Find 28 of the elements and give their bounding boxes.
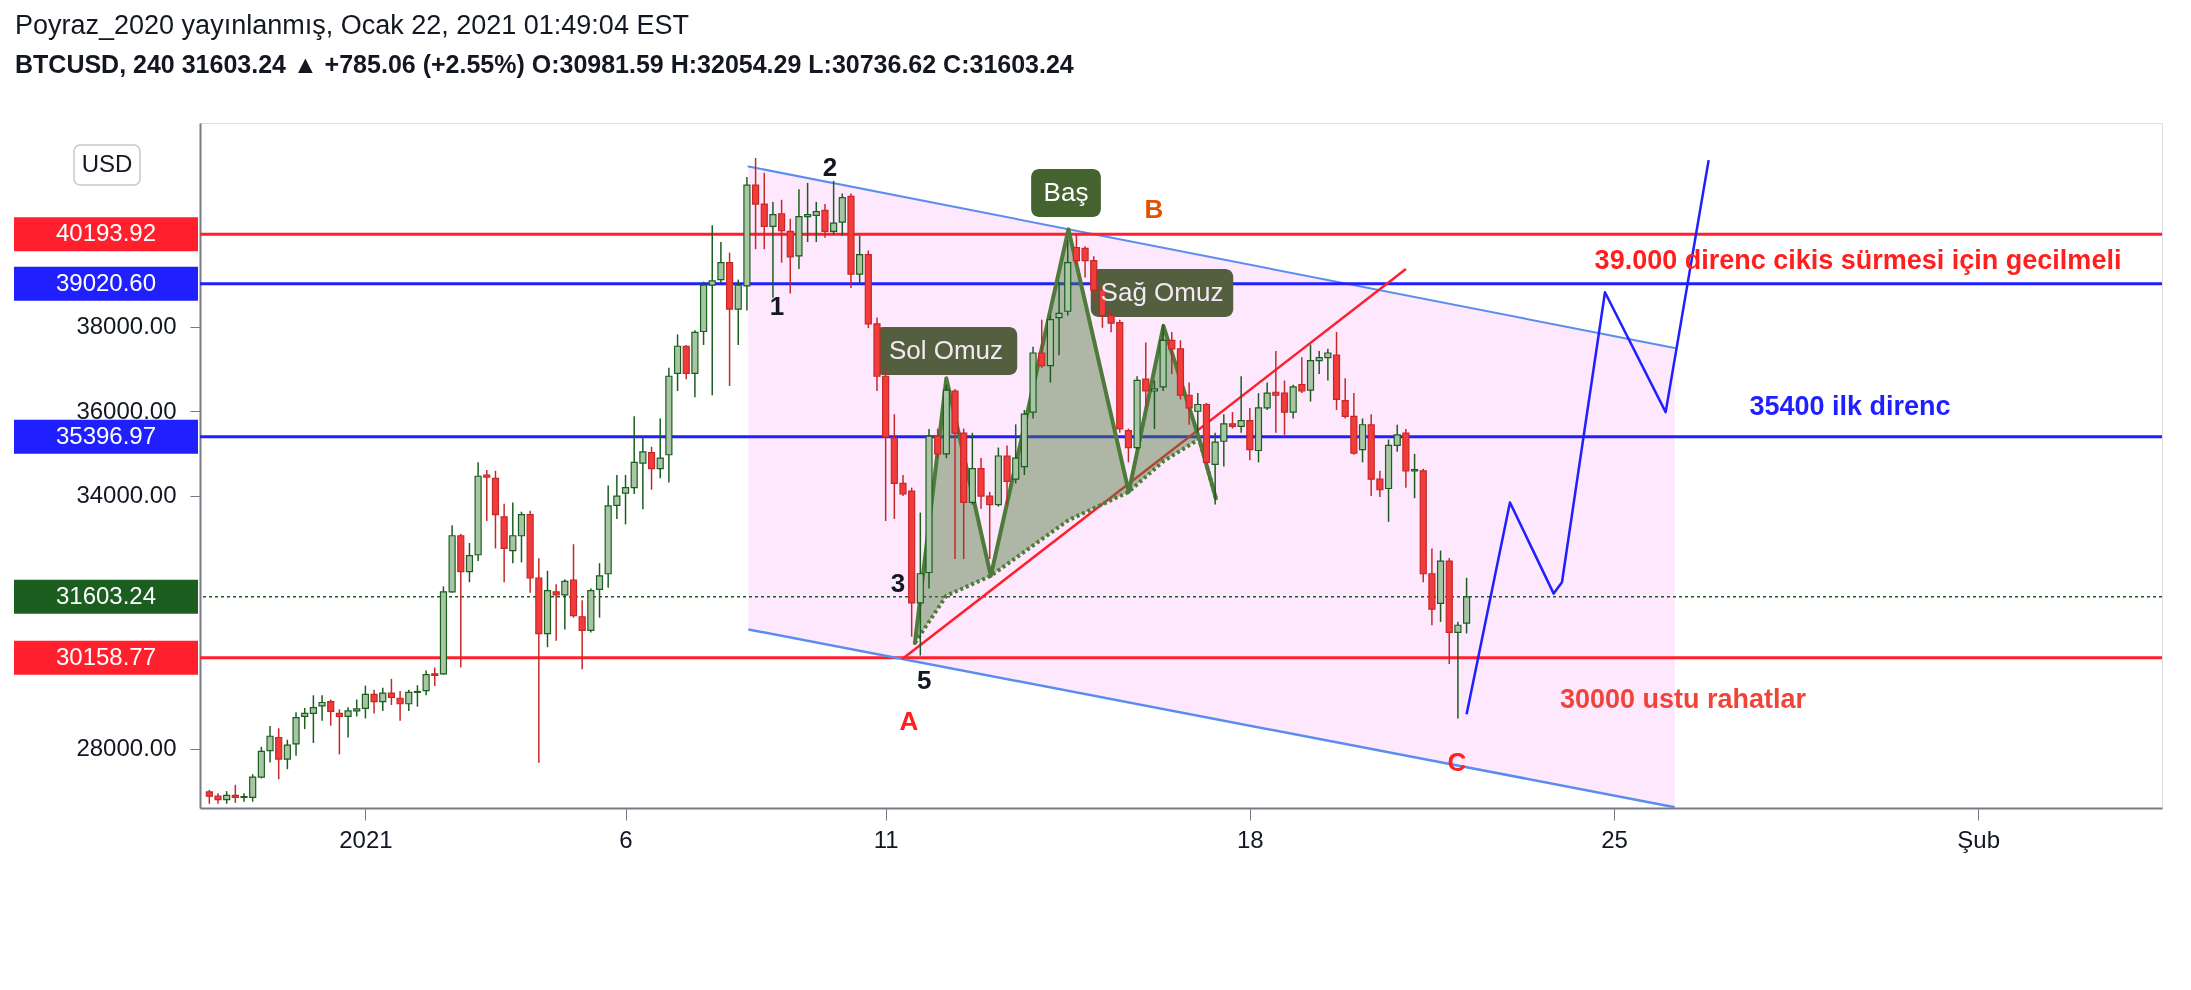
annotation: 35400 ilk direnc: [1749, 391, 1951, 421]
x-tick-label: 18: [1236, 825, 1264, 853]
annotation: 3: [890, 568, 906, 598]
x-tick-label: Şub: [1957, 825, 2001, 853]
y-tick-label: 28000.00: [76, 734, 177, 762]
y-tick-label: 38000.00: [76, 312, 177, 340]
ref-line-label: 35396.97: [55, 421, 157, 449]
x-tick-label: 2021: [339, 825, 393, 853]
ref-line-label: 31603.24: [55, 581, 157, 609]
x-tick-label: 6: [619, 825, 633, 853]
y-tick-label: 34000.00: [76, 481, 177, 509]
annotation: B: [1144, 194, 1164, 224]
y-tick-label: 36000.00: [76, 396, 177, 424]
text: USD: [81, 150, 133, 177]
annotation: 30000 ustu rahatlar: [1559, 684, 1807, 714]
ref-line-label: 39020.60: [55, 268, 157, 296]
chart-title: Poyraz_2020 yayınlanmış, Ocak 22, 2021 01:49:04 EST: [15, 10, 689, 40]
ref-line-label: 30158.77: [55, 642, 157, 670]
x-tick-label: 11: [873, 825, 899, 853]
ref-line-label: 40193.92: [55, 219, 157, 247]
annotation: 1: [769, 291, 785, 321]
annotation: Sol Omuz: [888, 335, 1004, 365]
annotation: Baş: [1043, 177, 1089, 207]
annotation: 2: [822, 152, 838, 182]
x-tick-label: 25: [1601, 825, 1628, 853]
chart-subtitle: BTCUSD, 240 31603.24 ▲ +785.06 (+2.55%) O:30981.59 H:32054.29 L:30736.62 C:31603.24: [15, 50, 1074, 78]
annotation: A: [899, 706, 919, 736]
annotation: 5: [917, 665, 932, 696]
